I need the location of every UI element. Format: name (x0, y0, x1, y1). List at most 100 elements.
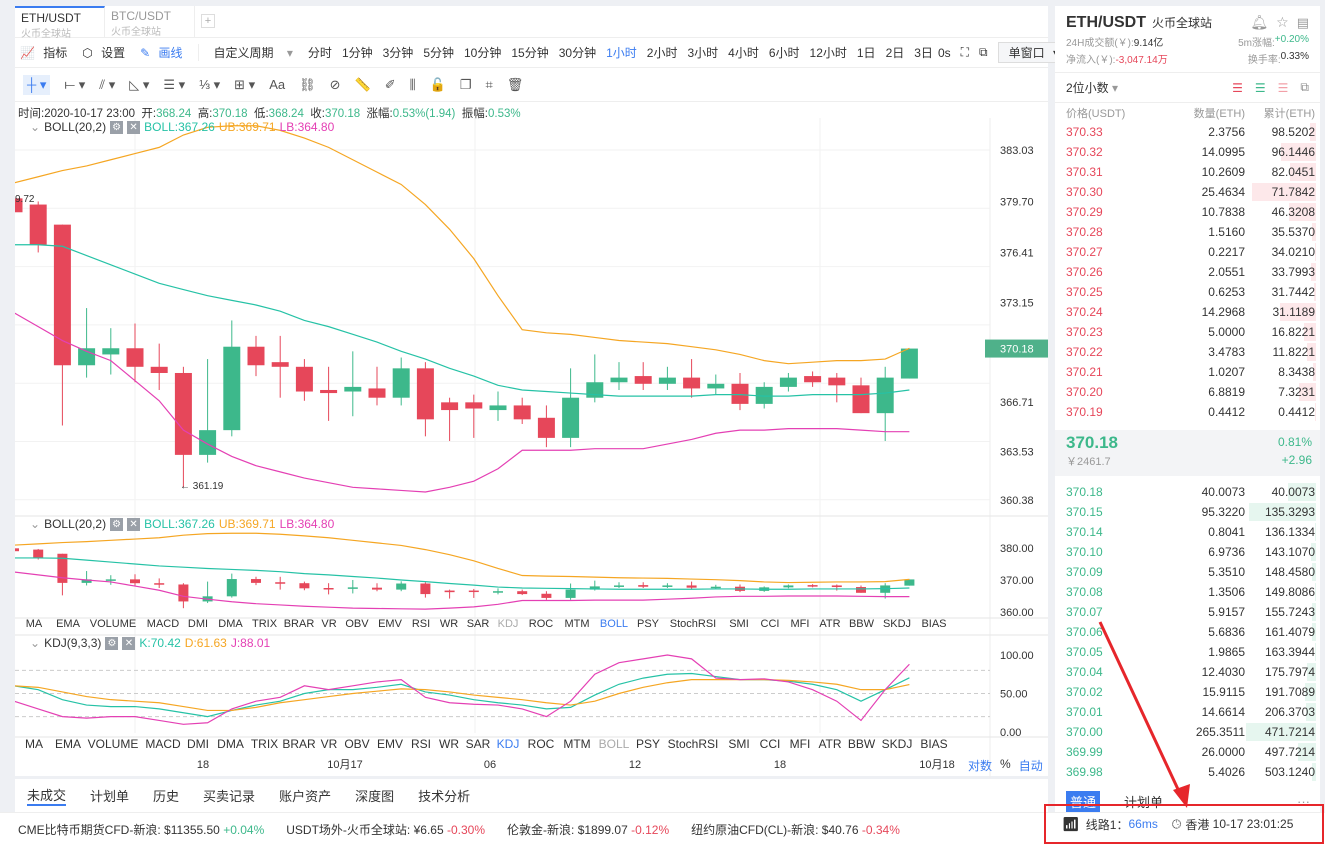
lock-icon[interactable]: 🔓 (429, 76, 446, 92)
tab-btc-usdt[interactable]: BTC/USDT 火币全球站 (105, 6, 195, 38)
link-tool-icon[interactable]: ⊘ (329, 76, 341, 92)
indicator-tab-bbw[interactable]: BBW (847, 737, 876, 751)
bids-row[interactable]: 369.99 26.0000 497.7214 (1066, 743, 1316, 761)
parallel-tool-icon[interactable]: ⫽ ▾ (99, 76, 116, 92)
period-2[interactable]: 3分钟 (382, 46, 414, 60)
period-12[interactable]: 12小时 (809, 46, 847, 60)
close-icon[interactable]: ✕ (127, 517, 141, 531)
bottom-tab-3[interactable]: 买卖记录 (203, 789, 256, 804)
bids-row[interactable]: 370.02 15.9115 191.7089 (1066, 683, 1316, 701)
bids-row[interactable]: 370.00 265.3511 471.7214 (1066, 723, 1316, 741)
indicator-tab-macd[interactable]: MACD (145, 737, 181, 751)
asks-row[interactable]: 370.27 0.2217 34.0210 (1066, 243, 1316, 261)
bottom-tab-5[interactable]: 深度图 (355, 789, 395, 804)
indicator-tab-cci[interactable]: CCI (760, 618, 780, 630)
asks-row[interactable]: 370.21 1.0207 8.3438 (1066, 363, 1316, 381)
asks-row[interactable]: 370.31 10.2609 82.0451 (1066, 163, 1316, 181)
indicator-tab-atr[interactable]: ATR (818, 737, 842, 751)
magnet-icon[interactable]: ⌗ (485, 76, 493, 92)
asks-row[interactable]: 370.26 2.0551 33.7993 (1066, 263, 1316, 281)
indicator-tab-mtm[interactable]: MTM (564, 618, 590, 630)
indicator-tab-ma[interactable]: MA (25, 618, 43, 630)
bottom-tab-6[interactable]: 技术分析 (418, 789, 471, 804)
auto-scale-toggle[interactable]: 自动 (1018, 759, 1043, 773)
ticker-item[interactable]: USDT场外-火币全球站: ¥6.65 -0.30% (286, 823, 485, 837)
indicator-tab-roc[interactable]: ROC (527, 737, 555, 751)
bids-row[interactable]: 370.07 5.9157 155.7243 (1066, 603, 1316, 621)
price-chart[interactable]: 383.03 379.70 376.41 373.15 370.18 366.71 363.… (15, 118, 1048, 778)
period-4[interactable]: 10分钟 (464, 46, 502, 60)
asks-row[interactable]: 370.28 1.5160 35.5370 (1066, 223, 1316, 241)
fullscreen-icon[interactable]: ⛶ (960, 45, 970, 59)
indicator-tab-boll[interactable]: BOLL (599, 618, 629, 630)
rectangle-tool-icon[interactable]: ⊞ ▾ (234, 76, 256, 92)
period-8[interactable]: 2小时 (646, 46, 678, 60)
indicator-tab-mfi[interactable]: MFI (790, 618, 810, 630)
asks-row[interactable]: 370.29 10.7838 46.3208 (1066, 203, 1316, 221)
asks-view-icon[interactable]: ☰ (1277, 80, 1289, 95)
indicator-tab-stochrsi[interactable]: StochRSI (667, 737, 719, 751)
period-5[interactable]: 15分钟 (511, 46, 549, 60)
indicator-tab-rsi[interactable]: RSI (411, 618, 431, 630)
add-tab-button[interactable]: + (201, 14, 215, 28)
both-sides-view-icon[interactable]: ☰ (1232, 80, 1243, 95)
indicator-tab-macd[interactable]: MACD (146, 618, 180, 630)
draw-button[interactable]: ✎ 画线 (140, 46, 183, 60)
indicator-tab-smi[interactable]: SMI (729, 618, 749, 630)
ticker-item[interactable]: 伦敦金-新浪: $1899.07 -0.12% (507, 823, 670, 837)
asks-row[interactable]: 370.24 14.2968 31.1189 (1066, 303, 1316, 321)
indicator-tab-emv[interactable]: EMV (376, 737, 403, 751)
indicator-tab-roc[interactable]: ROC (528, 618, 554, 630)
star-icon[interactable]: ☆ (1276, 14, 1289, 30)
indicator-tab-bias[interactable]: BIAS (921, 618, 947, 630)
hlines-tool-icon[interactable]: ☰ ▾ (163, 76, 186, 92)
period-10[interactable]: 4小时 (728, 46, 759, 60)
segment-tool-icon[interactable]: ⟝ ▾ (64, 76, 86, 92)
indicator-tab-psy[interactable]: PSY (635, 737, 660, 751)
indicator-button[interactable]: 📈 指标 (20, 46, 68, 60)
pattern-tool-icon[interactable]: ⛓ (299, 76, 316, 92)
info-card-icon[interactable]: ▤ (1296, 15, 1309, 30)
period-9[interactable]: 3小时 (687, 46, 719, 60)
period-11[interactable]: 6小时 (768, 46, 800, 60)
popout-icon[interactable]: ⧉ (979, 45, 988, 59)
gear-icon[interactable]: ⚙ (105, 636, 119, 650)
indicator-tab-dma[interactable]: DMA (218, 618, 243, 630)
bids-row[interactable]: 370.04 12.4030 175.7974 (1066, 663, 1316, 681)
indicator-tab-skdj[interactable]: SKDJ (882, 618, 912, 630)
indicator-tab-stochrsi[interactable]: StochRSI (669, 618, 717, 630)
bottom-tab-4[interactable]: 账户资产 (279, 789, 332, 804)
indicator-tab-sar[interactable]: SAR (466, 618, 490, 630)
close-icon[interactable]: ✕ (122, 636, 136, 650)
indicator-tab-trix[interactable]: TRIX (251, 618, 278, 630)
indicator-tab-atr[interactable]: ATR (819, 618, 841, 630)
indicator-tab-smi[interactable]: SMI (728, 737, 750, 751)
ticker-item[interactable]: CME比特币期货CFD-新浪: $11355.50 +0.04% (18, 823, 265, 837)
indicator-tab-brar[interactable]: BRAR (283, 618, 315, 630)
indicator-tab-mfi[interactable]: MFI (789, 737, 811, 751)
indicator-tab-kdj[interactable]: KDJ (497, 618, 519, 630)
indicator-tab-sar[interactable]: SAR (465, 737, 491, 751)
bids-row[interactable]: 370.10 6.9736 143.1070 (1066, 543, 1316, 561)
period-0[interactable]: 分时 (307, 46, 332, 60)
decimals-dropdown[interactable]: 2位小数 ▾ (1066, 81, 1119, 95)
expand-icon[interactable]: ⧉ (1300, 80, 1309, 94)
period-14[interactable]: 2日 (885, 46, 905, 60)
indicator-tab-cci[interactable]: CCI (759, 737, 781, 751)
custom-period-dropdown[interactable]: 自定义周期 ▾ (197, 44, 298, 61)
bids-row[interactable]: 370.06 5.6836 161.4079 (1066, 623, 1316, 641)
settings-button[interactable]: ⬡ 设置 (82, 46, 126, 60)
price-range-tool-icon[interactable]: ⫼ (409, 76, 416, 92)
indicator-tab-vr[interactable]: VR (320, 737, 338, 751)
bottom-tab-2[interactable]: 历史 (153, 789, 180, 804)
text-tool-icon[interactable]: Aa (269, 77, 286, 92)
copy-icon[interactable]: ❐ (459, 76, 472, 92)
bids-row[interactable]: 370.14 0.8041 136.1334 (1066, 523, 1316, 541)
indicator-tab-dma[interactable]: DMA (217, 737, 244, 751)
bids-row[interactable]: 370.08 1.3506 149.8086 (1066, 583, 1316, 601)
indicator-tab-dmi[interactable]: DMI (187, 618, 209, 630)
fibonacci-tool-icon[interactable]: ⅓ ▾ (199, 76, 221, 92)
bids-row[interactable]: 370.18 40.0073 40.0073 (1066, 483, 1316, 501)
indicator-tab-volume[interactable]: VOLUME (89, 618, 137, 630)
indicator-tab-rsi[interactable]: RSI (410, 737, 431, 751)
